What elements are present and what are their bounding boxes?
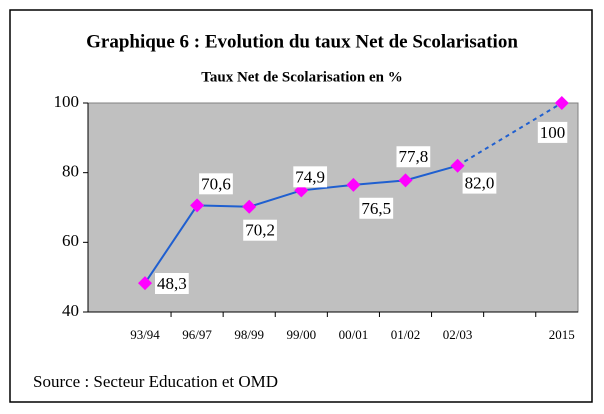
value-label-bg <box>155 272 189 294</box>
y-tick-label: 80 <box>62 162 79 181</box>
value-label: 70,6 <box>201 174 231 193</box>
marker <box>138 276 152 291</box>
value-label: 48,3 <box>157 274 187 293</box>
marker <box>398 173 413 188</box>
marker <box>346 177 361 192</box>
chart-subtitle: Taux Net de Scolarisation en % <box>201 69 403 85</box>
x-tick-label: 2015 <box>549 327 575 342</box>
value-label: 82,0 <box>465 174 495 193</box>
value-label: 77,8 <box>399 147 429 166</box>
value-label-bg <box>293 166 328 188</box>
value-label-bg <box>396 146 431 168</box>
marker <box>450 158 465 173</box>
x-tick-label: 99/00 <box>286 327 316 342</box>
value-label-bg <box>243 219 277 241</box>
source-note: Source : Secteur Education et OMD <box>33 372 278 391</box>
value-label-bg <box>199 173 233 195</box>
x-tick-label: 93/94 <box>130 327 160 342</box>
marker <box>242 199 257 214</box>
value-label-bg <box>537 121 568 143</box>
value-label-bg <box>359 197 394 219</box>
x-tick-label: 96/97 <box>182 327 212 342</box>
x-tick-label: 98/99 <box>234 327 264 342</box>
y-tick-label: 40 <box>62 301 79 320</box>
chart-title: Graphique 6 : Evolution du taux Net de S… <box>86 31 518 52</box>
value-label-bg <box>462 172 497 194</box>
value-label: 76,5 <box>361 199 391 218</box>
value-label: 70,2 <box>245 221 275 240</box>
x-tick-label: 02/03 <box>443 327 473 342</box>
value-label: 74,9 <box>295 167 325 186</box>
x-tick-label: 01/02 <box>391 327 421 342</box>
marker <box>554 96 569 110</box>
x-tick-label: 00/01 <box>339 327 369 342</box>
y-tick-label: 100 <box>54 92 80 111</box>
y-tick-label: 60 <box>62 231 79 250</box>
value-label: 100 <box>540 123 566 142</box>
marker <box>190 198 205 213</box>
